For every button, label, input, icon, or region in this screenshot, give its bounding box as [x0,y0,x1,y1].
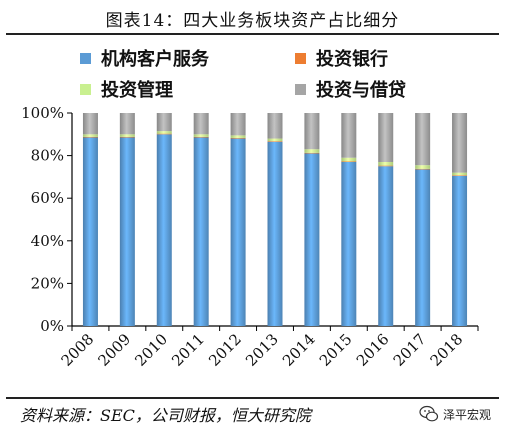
bar-institutional [267,141,283,326]
bar-institutional [82,137,98,326]
y-tick-label: 0% [40,317,64,335]
x-tick-label: 2008 [58,330,98,370]
chart-legend: 机构客户服务 投资银行 投资管理 投资与借贷 [0,40,505,110]
bar-investment-banking [82,136,98,138]
legend-swatch-investment-lending [295,83,306,95]
brand-watermark: 泽平宏观 [419,404,491,424]
legend-item-investment-management: 投资管理 [80,76,173,102]
bar-investment-lending [156,113,172,132]
bar-investment-banking [267,141,283,142]
source-note: 资料来源：SEC，公司财报，恒大研究院 [20,406,311,425]
wechat-icon [419,405,439,422]
bar-investment-lending [82,113,98,135]
y-tick-label: 60% [31,189,64,207]
x-tick-label: 2011 [168,330,208,370]
y-tick-label: 20% [31,274,64,292]
x-tick-label: 2018 [427,330,467,370]
bar-investment-management [304,149,320,153]
legend-item-investment-banking: 投资银行 [295,45,388,71]
legend-label-investment-lending: 投资与借贷 [316,80,406,101]
bar-institutional [452,175,468,326]
bar-institutional [341,161,357,326]
legend-item-investment-lending: 投资与借贷 [295,76,406,102]
bar-institutional [156,134,172,326]
bar-investment-lending [304,113,320,150]
bar-institutional [304,153,320,326]
x-tick-label: 2014 [279,330,319,370]
bar-investment-banking [230,137,246,139]
y-tick-label: 100% [21,104,64,122]
y-tick-label: 40% [31,232,64,250]
bar-institutional [119,137,135,326]
bar-investment-management [415,165,431,169]
bar-institutional [230,138,246,326]
chart-title: 图表14：四大业务板块资产占比细分 [105,11,400,31]
bar-investment-lending [119,113,135,135]
bar-investment-banking [119,136,135,138]
x-tick-label: 2009 [94,330,134,370]
legend-label-investment-banking: 投资银行 [316,49,388,70]
x-tick-label: 2017 [390,330,430,370]
bar-investment-banking [156,133,172,135]
x-tick-label: 2015 [316,330,356,370]
x-tick-label: 2013 [242,330,282,370]
bar-investment-management [452,172,468,176]
bar-investment-management [82,134,98,137]
legend-swatch-investment-management [80,83,91,95]
bar-institutional [378,166,394,326]
bar-investment-banking [415,168,431,170]
source-rule [6,397,499,399]
bar-investment-banking [452,175,468,176]
legend-label-investment-management: 投资管理 [101,80,173,101]
bar-institutional [193,137,209,326]
bar-investment-management [156,131,172,134]
x-tick-label: 2016 [353,330,393,370]
bar-investment-management [341,157,357,162]
bar-investment-lending [341,113,357,158]
bar-investment-banking [193,136,209,138]
bar-investment-management [267,138,283,142]
bar-investment-lending [378,113,394,162]
x-tick-label: 2010 [131,330,171,370]
bar-investment-lending [193,113,209,135]
bar-investment-lending [452,113,468,173]
legend-label-institutional: 机构客户服务 [101,49,209,70]
legend-swatch-institutional [80,52,91,64]
legend-swatch-investment-banking [295,52,306,64]
bar-investment-banking [378,165,394,167]
bar-investment-banking [304,152,320,154]
bar-investment-management [230,135,246,138]
bar-institutional [415,169,431,326]
x-tick-label: 2012 [205,330,245,370]
legend-item-institutional: 机构客户服务 [80,45,209,71]
bar-investment-lending [267,113,283,139]
title-rule [6,33,499,35]
bar-investment-management [193,134,209,137]
bar-investment-lending [415,113,431,166]
bar-investment-management [378,161,394,166]
y-tick-label: 80% [31,147,64,165]
bar-investment-management [119,134,135,137]
bar-investment-banking [341,161,357,162]
brand-name: 泽平宏观 [442,407,491,422]
bar-investment-lending [230,113,246,136]
